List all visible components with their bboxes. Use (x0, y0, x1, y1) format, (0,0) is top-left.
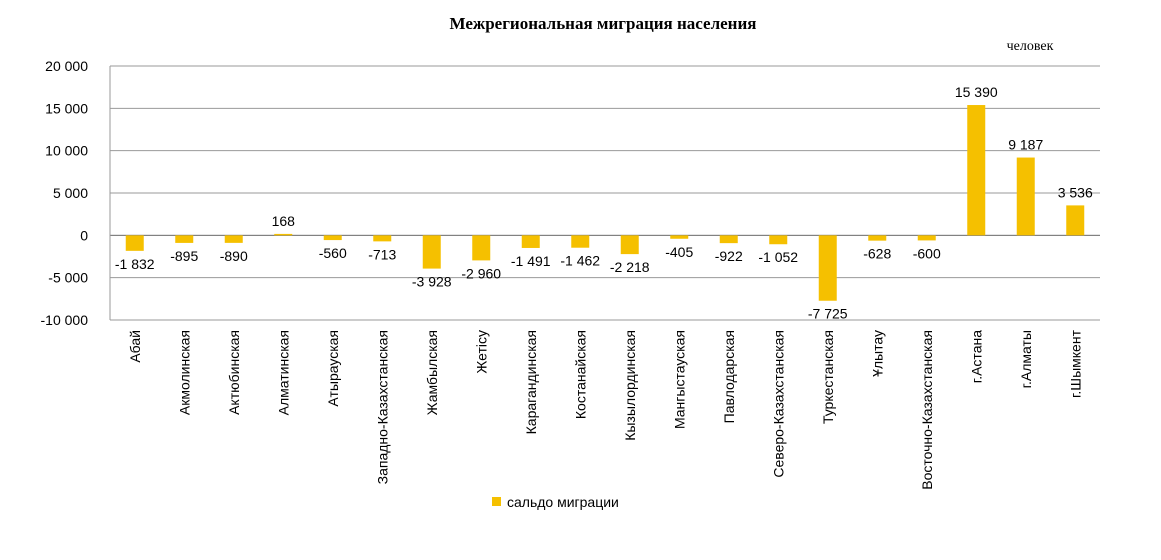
y-axis: 20 000 15 000 10 000 5 000 0 -5 000 -10 000 (41, 58, 111, 328)
y-tick-label: 0 (80, 227, 88, 243)
x-tick-label: Ұлытау (869, 330, 885, 377)
x-tick-label: Акмолинская (176, 330, 192, 415)
data-label: -922 (715, 248, 743, 264)
legend-swatch (492, 497, 501, 506)
x-tick-label: Туркестанская (820, 330, 836, 424)
bar (125, 235, 144, 251)
x-tick-label: Мангыстауская (671, 330, 687, 429)
bar (571, 235, 590, 248)
bar (224, 235, 243, 243)
legend: сальдо миграции (492, 494, 619, 510)
x-tick-label: Жетісу (473, 330, 489, 374)
data-label: -560 (319, 245, 347, 261)
bar (818, 235, 837, 301)
data-label: -713 (368, 246, 396, 262)
gridlines (110, 65, 1100, 321)
data-label: -2 960 (461, 265, 501, 281)
x-axis-labels: Абай Акмолинская Актюбинская Алматинская Аты… (127, 329, 1084, 489)
x-tick-label: Атырауская (325, 330, 341, 407)
y-tick-label: 15 000 (45, 100, 88, 116)
x-tick-label: Северо-Казахстанская (770, 330, 786, 478)
x-tick-label: Кызылординская (622, 330, 638, 441)
data-label: -1 052 (758, 249, 798, 265)
bar (521, 235, 540, 248)
chart-title: Межрегиональная миграция населения (450, 14, 757, 33)
unit-label: человек (1007, 39, 1054, 54)
data-label: -600 (913, 245, 941, 261)
y-tick-label: -10 000 (41, 312, 89, 328)
data-label: -3 928 (412, 274, 452, 290)
bar (1016, 157, 1035, 236)
y-tick-label: 10 000 (45, 143, 88, 159)
bar (719, 235, 738, 244)
bar (472, 235, 491, 261)
x-tick-label: Жамбылская (424, 330, 440, 415)
x-tick-label: Восточно-Казахстанская (919, 330, 935, 490)
bar (670, 235, 689, 239)
x-tick-label: Западно-Казахстанская (374, 330, 390, 484)
bar (769, 235, 788, 245)
bar (274, 233, 293, 236)
x-tick-label: г.Шымкент (1067, 329, 1083, 398)
data-label: -890 (220, 248, 248, 264)
data-label: -628 (863, 246, 891, 262)
x-tick-label: Костанайская (572, 330, 588, 419)
data-labels: -1 832 -895 -890 168 -560 -713 -3 928 -2 960 -1 … (115, 84, 1093, 322)
x-tick-label: Карагандинская (523, 330, 539, 434)
data-label: 3 536 (1058, 184, 1093, 200)
data-label: -405 (665, 244, 693, 260)
x-tick-label: Павлодарская (721, 330, 737, 423)
x-tick-label: г.Астана (968, 330, 984, 383)
bar (868, 235, 887, 241)
data-label: -1 491 (511, 253, 551, 269)
data-label: -1 832 (115, 256, 155, 272)
x-tick-label: г.Алматы (1018, 330, 1034, 388)
data-label: 9 187 (1008, 137, 1043, 153)
x-tick-label: Абай (127, 330, 143, 363)
data-label: -2 218 (610, 259, 650, 275)
data-label: 168 (272, 213, 296, 229)
bar (967, 105, 986, 236)
bar (175, 235, 194, 243)
data-label: 15 390 (955, 84, 998, 100)
y-tick-label: -5 000 (48, 270, 88, 286)
bar (373, 235, 392, 242)
bar (620, 235, 639, 255)
data-label: -7 725 (808, 306, 848, 322)
bar (1066, 205, 1085, 236)
bar (917, 235, 936, 241)
bar (422, 235, 441, 269)
data-label: -895 (170, 248, 198, 264)
data-label: -1 462 (560, 253, 600, 269)
y-tick-label: 5 000 (53, 185, 88, 201)
legend-label: сальдо миграции (507, 494, 619, 510)
bars (125, 105, 1085, 301)
x-tick-label: Актюбинская (226, 330, 242, 415)
x-tick-label: Алматинская (275, 330, 291, 415)
bar (323, 235, 342, 241)
y-tick-label: 20 000 (45, 58, 88, 74)
